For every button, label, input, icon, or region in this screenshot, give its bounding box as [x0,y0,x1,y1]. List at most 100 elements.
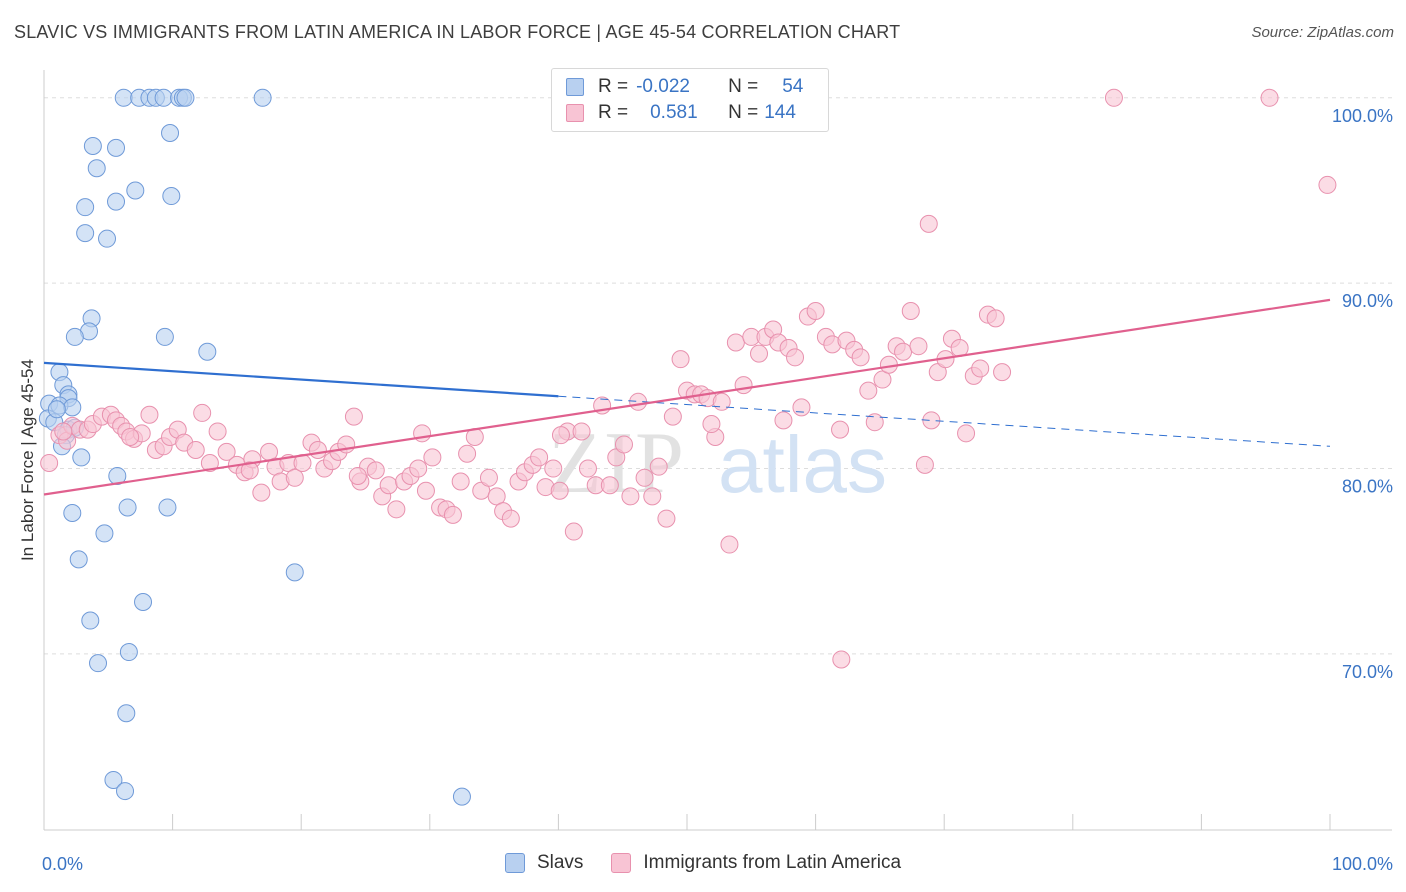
slavs-point [81,611,100,630]
slavs-point [285,563,304,582]
latam-point [1104,88,1123,107]
legend-swatch-latam [566,104,584,122]
latam-point [663,407,682,426]
y-tick-label: 90.0% [1342,291,1393,311]
axes [43,70,1392,831]
legend-r-label: R = [598,76,629,97]
latam-point [409,459,428,478]
latam-point [993,363,1012,382]
slavs-point [119,643,138,662]
slavs-point [65,327,84,346]
slavs-point [87,159,106,178]
slavs-point [155,327,174,346]
slavs-point [118,498,137,517]
latam-point [726,333,745,352]
latam-point [379,476,398,495]
latam-point [649,457,668,476]
slavs-point [72,448,91,467]
latam-point [451,472,470,491]
slavs-trend-line [43,361,559,398]
latam-point [901,301,920,320]
latam-point [831,420,850,439]
legend-swatch-slavs [504,853,525,873]
latam-trend-line [43,298,1331,496]
legend-n-value: 54 [782,76,804,97]
slavs-point [253,88,272,107]
latam-point [919,214,938,233]
slavs-point [198,342,217,361]
slavs-point [95,524,114,543]
latam-point [671,350,690,369]
chart-title: SLAVIC VS IMMIGRANTS FROM LATIN AMERICA … [14,22,901,42]
slavs-points [38,88,471,806]
latam-point [578,459,597,478]
slavs-point [114,88,133,107]
latam-point [621,487,640,506]
trend-lines [43,298,1331,496]
watermark-atlas: atlas [718,420,887,509]
legend-n-label: N = [728,102,759,123]
slavs-point [154,88,173,107]
slavs-point [107,138,126,157]
latam-point [544,459,563,478]
latam-point [894,342,913,361]
latam-point [564,522,583,541]
latam-point [806,301,825,320]
slavs-point [104,770,123,789]
slavs-point [162,187,181,206]
latam-points [40,88,1337,669]
latam-point [40,453,59,472]
legend-row-latam: R = 0.581 N = 144 [566,101,796,125]
latam-point [550,481,569,500]
latam-point [786,348,805,367]
latam-point [479,468,498,487]
legend-swatch-latam [611,853,632,873]
y-tick-label: 100.0% [1332,106,1393,126]
latam-point [252,483,271,502]
latam-point [859,381,878,400]
slavs-point [89,654,108,673]
latam-point [865,413,884,432]
slavs-point [134,593,153,611]
latam-point [915,455,934,474]
latam-point [416,481,435,500]
latam-point [530,448,549,467]
latam-point [240,461,259,480]
slavs-point [63,398,82,417]
latam-point [443,505,462,524]
latam-point [423,448,442,467]
y-tick-label: 80.0% [1342,477,1393,497]
latam-point [193,403,212,422]
latam-point [750,344,769,363]
source-credit: Source: ZipAtlas.com [1251,24,1394,41]
latam-point [572,422,591,441]
latam-point [851,348,870,367]
slavs-point [161,124,180,143]
latam-point [957,424,976,443]
slavs-trend-extension [558,395,1331,447]
latam-point [986,309,1005,328]
slavs-point [47,400,66,419]
legend-r-value: -0.022 [636,76,690,97]
slavs-point [98,229,117,248]
latam-point [54,422,73,441]
legend-label-slavs: Slavs [536,852,584,873]
legend-r-label: R = [598,102,629,123]
slavs-point [83,137,102,155]
latam-point [600,476,619,495]
legend-r-value: 0.581 [650,102,698,123]
latam-point [387,500,406,519]
latam-point [832,650,851,669]
latam-point [458,444,477,463]
latam-point [1318,175,1337,194]
x-tick-label-min: 0.0% [42,854,83,874]
latam-point [487,487,506,506]
legend-row-slavs: R = -0.022 N = 54 [566,75,803,99]
slavs-point [76,224,95,243]
legend-swatch-slavs [566,78,584,96]
latam-point [285,468,304,487]
series-legend: Slavs Immigrants from Latin America [0,852,1406,874]
slavs-point [452,787,471,806]
y-axis-label: In Labor Force | Age 45-54 [18,359,37,561]
